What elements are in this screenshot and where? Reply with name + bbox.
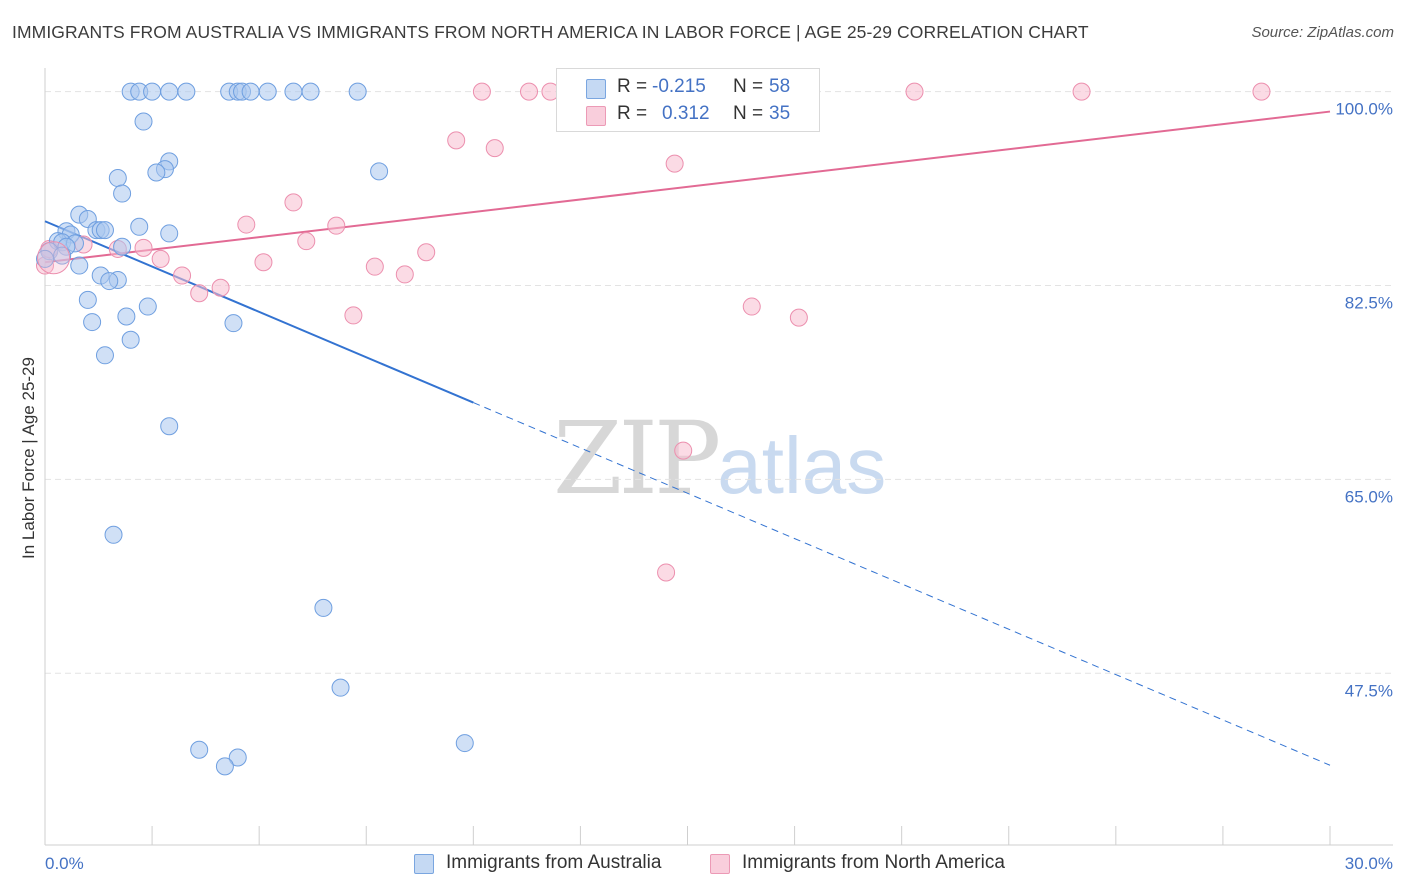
australia-point <box>95 346 114 365</box>
north-america-point <box>134 238 153 257</box>
north-america-point <box>344 306 363 325</box>
australia-point <box>134 112 153 131</box>
australia-point <box>301 82 320 101</box>
australia-point <box>70 256 89 275</box>
australia-point <box>228 748 247 767</box>
north-america-point <box>472 82 491 101</box>
north-america-point <box>674 441 693 460</box>
y-tick-label: 47.5% <box>1345 681 1393 700</box>
legend-row-australia: R = -0.215 N = 58 <box>557 74 819 100</box>
australia-point <box>130 217 149 236</box>
north-america-point <box>327 216 346 235</box>
australia-point <box>83 313 102 332</box>
australia-point <box>147 163 166 182</box>
australia-point <box>36 249 54 268</box>
north-america-trend-line <box>44 110 1331 264</box>
series-swatch-north-america <box>710 854 730 874</box>
north-america-point <box>742 297 761 316</box>
australia-point <box>95 221 114 240</box>
north-america-point <box>417 243 436 262</box>
legend-swatch-north-america <box>586 106 606 126</box>
north-america-point <box>447 131 466 150</box>
australia-point <box>160 224 179 243</box>
north-america-point <box>1252 82 1271 101</box>
north-america-point <box>37 241 71 275</box>
australia-point <box>100 272 119 291</box>
australia-point <box>455 734 474 753</box>
north-america-point <box>520 82 539 101</box>
australia-point <box>190 740 209 759</box>
north-america-point <box>395 265 414 284</box>
australia-point <box>113 184 132 203</box>
legend-n-value: 35 <box>769 103 791 124</box>
australia-point <box>215 757 234 776</box>
legend-n-label: N = <box>733 103 764 124</box>
north-america-point <box>254 253 273 272</box>
x-tick-label: 0.0% <box>45 854 84 873</box>
trend-lines <box>44 110 1331 766</box>
north-america-point <box>485 139 504 158</box>
legend-r-value: 0.312 <box>662 103 710 124</box>
australia-point <box>331 678 350 697</box>
chart-title: IMMIGRANTS FROM AUSTRALIA VS IMMIGRANTS … <box>12 22 1089 42</box>
australia-point <box>117 307 136 326</box>
legend-n-label: N = <box>733 76 764 97</box>
series-legend: Immigrants from Australia Immigrants fro… <box>0 852 1406 876</box>
grid-lines <box>45 91 1393 674</box>
north-america-point <box>297 232 316 251</box>
north-america-point <box>789 308 808 327</box>
series-label-north-america: Immigrants from North America <box>742 852 1005 873</box>
australia-point <box>121 330 140 349</box>
north-america-point <box>665 154 684 173</box>
australia-point <box>104 525 123 544</box>
north-america-point <box>365 257 384 276</box>
north-america-point <box>657 563 676 582</box>
north-america-point <box>237 215 256 234</box>
north-america-point <box>190 284 209 303</box>
legend-row-north-america: R = 0.312 N = 35 <box>557 101 819 127</box>
australia-point <box>177 82 196 101</box>
australia-point <box>143 82 162 101</box>
australia-point <box>78 290 97 309</box>
y-axis-title: In Labor Force | Age 25-29 <box>19 357 38 559</box>
australia-point <box>113 237 132 256</box>
x-tick-label: 30.0% <box>1345 854 1393 873</box>
australia-point <box>160 82 179 101</box>
north-america-point <box>211 278 230 297</box>
australia-point <box>138 297 157 316</box>
australia-point <box>314 598 333 617</box>
legend-r-value: -0.215 <box>652 76 706 97</box>
north-america-point <box>151 249 170 268</box>
tick-labels: 47.5% 65.0% 82.5% 100.0% 0.0% 30.0% In Labor F… <box>19 100 1393 873</box>
legend-r-label: R = <box>617 76 648 97</box>
north-america-point <box>1072 82 1091 101</box>
australia-point <box>53 246 72 265</box>
north-america-point <box>173 266 192 285</box>
australia-point <box>348 82 367 101</box>
australia-point <box>108 169 127 188</box>
axes <box>44 68 1393 846</box>
legend-r-label: R = <box>617 103 648 124</box>
y-tick-label: 100.0% <box>1335 100 1393 119</box>
north-america-point <box>284 193 303 212</box>
series-swatch-australia <box>414 854 434 874</box>
australia-point <box>224 314 243 333</box>
correlation-legend: R = -0.215 N = 58 R = 0.312 N = 35 <box>556 68 820 132</box>
legend-n-value: 58 <box>769 76 791 97</box>
australia-point <box>370 162 389 181</box>
north-america-point <box>905 82 924 101</box>
source-credit: Source: ZipAtlas.com <box>1251 24 1394 41</box>
y-tick-label: 65.0% <box>1345 487 1393 506</box>
legend-swatch-australia <box>586 79 606 99</box>
australia-point <box>258 82 277 101</box>
australia-point <box>241 82 260 101</box>
series-label-australia: Immigrants from Australia <box>446 852 662 873</box>
australia-trend-extension <box>473 402 1331 766</box>
australia-point <box>284 82 303 101</box>
y-tick-label: 82.5% <box>1345 294 1393 313</box>
australia-point <box>160 417 179 436</box>
data-points <box>36 82 1271 776</box>
